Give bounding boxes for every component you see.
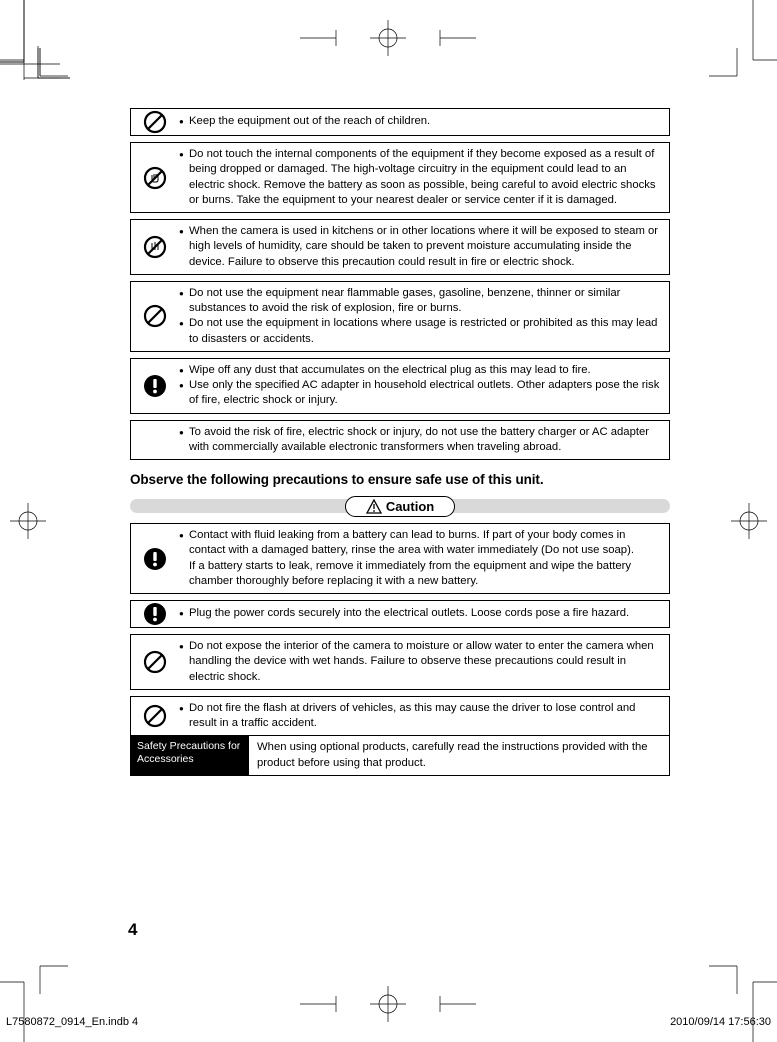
precaution-bullet: Contact with fluid leaking from a batter… — [179, 528, 663, 559]
page-number: 4 — [128, 920, 137, 940]
precaution-item: Do not touch the internal components of … — [130, 142, 670, 213]
accessories-row: Safety Precautions for Accessories When … — [130, 735, 670, 776]
caution-triangle-icon — [366, 499, 382, 514]
mandatory-icon — [131, 602, 179, 626]
precaution-bullet: Do not touch the internal components of … — [179, 147, 663, 208]
precaution-item: Wipe off any dust that accumulates on th… — [130, 358, 670, 414]
caution-banner: Caution — [130, 495, 670, 517]
precaution-bullet: Do not use the equipment near flammable … — [179, 286, 663, 317]
precaution-text: Plug the power cords securely into the e… — [179, 602, 669, 625]
prohibit-icon — [131, 704, 179, 728]
mandatory-icon — [131, 547, 179, 571]
precaution-subtext: If a battery starts to leak, remove it i… — [179, 559, 663, 590]
precaution-bullet: Keep the equipment out of the reach of c… — [179, 114, 663, 129]
precaution-item: Contact with fluid leaking from a batter… — [130, 523, 670, 594]
precaution-bullet: Wipe off any dust that accumulates on th… — [179, 363, 663, 378]
footer-date: 2010/09/14 17:56:30 — [670, 1016, 771, 1028]
precaution-bullet: When the camera is used in kitchens or i… — [179, 224, 663, 270]
footer-file: L7580872_0914_En.indb 4 — [6, 1016, 138, 1028]
precaution-text: When the camera is used in kitchens or i… — [179, 220, 669, 274]
precaution-item: Do not expose the interior of the camera… — [130, 634, 670, 690]
precaution-bullet: Do not fire the flash at drivers of vehi… — [179, 701, 663, 732]
precaution-bullet: Do not expose the interior of the camera… — [179, 639, 663, 685]
precaution-bullet: Plug the power cords securely into the e… — [179, 606, 663, 621]
precaution-text: Contact with fluid leaking from a batter… — [179, 524, 669, 593]
precaution-item: Do not use the equipment near flammable … — [130, 281, 670, 352]
warnings-list: Keep the equipment out of the reach of c… — [130, 108, 670, 460]
section-title: Observe the following precautions to ens… — [130, 472, 670, 487]
precaution-bullet: Use only the specified AC adapter in hou… — [179, 378, 663, 409]
caution-label: Caution — [386, 499, 434, 514]
precaution-item: Keep the equipment out of the reach of c… — [130, 108, 670, 136]
no-wet-icon — [131, 235, 179, 259]
precaution-item: To avoid the risk of fire, electric shoc… — [130, 420, 670, 461]
precaution-text: Do not touch the internal components of … — [179, 143, 669, 212]
precaution-bullet: To avoid the risk of fire, electric shoc… — [179, 425, 663, 456]
precaution-item: Do not fire the flash at drivers of vehi… — [130, 696, 670, 737]
page-content: Keep the equipment out of the reach of c… — [130, 108, 670, 776]
precaution-text: To avoid the risk of fire, electric shoc… — [179, 421, 669, 460]
precaution-text: Keep the equipment out of the reach of c… — [179, 110, 669, 133]
precaution-item: When the camera is used in kitchens or i… — [130, 219, 670, 275]
precaution-text: Do not fire the flash at drivers of vehi… — [179, 697, 669, 736]
cautions-list: Contact with fluid leaking from a batter… — [130, 523, 670, 736]
prohibit-icon — [131, 650, 179, 674]
precaution-bullet: Do not use the equipment in locations wh… — [179, 316, 663, 347]
accessories-label: Safety Precautions for Accessories — [131, 736, 249, 775]
accessories-text: When using optional products, carefully … — [249, 736, 669, 775]
prohibit-icon — [131, 304, 179, 328]
prohibit-icon — [131, 110, 179, 134]
precaution-text: Wipe off any dust that accumulates on th… — [179, 359, 669, 413]
precaution-item: Plug the power cords securely into the e… — [130, 600, 670, 628]
precaution-text: Do not use the equipment near flammable … — [179, 282, 669, 351]
no-touch-icon — [131, 166, 179, 190]
precaution-text: Do not expose the interior of the camera… — [179, 635, 669, 689]
mandatory-icon — [131, 374, 179, 398]
